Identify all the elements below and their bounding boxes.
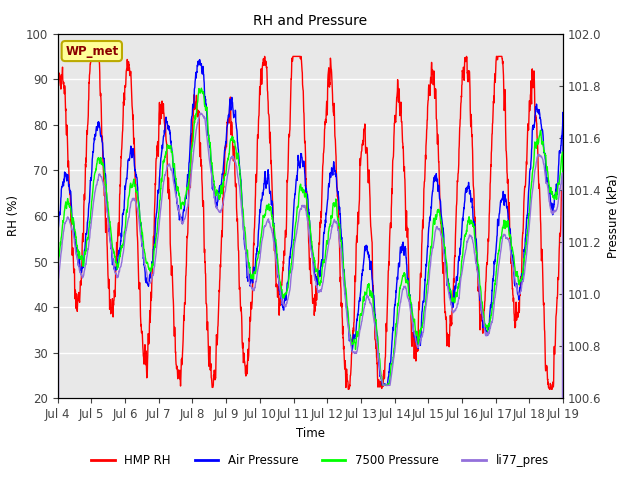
Line: 7500 Pressure: 7500 Pressure xyxy=(58,88,563,480)
Y-axis label: Pressure (kPa): Pressure (kPa) xyxy=(607,174,620,258)
X-axis label: Time: Time xyxy=(296,427,325,440)
HMP RH xyxy=(458,93,465,99)
li77_pres xyxy=(529,186,536,192)
li77_pres xyxy=(515,292,522,298)
li77_pres xyxy=(197,110,205,116)
HMP RH xyxy=(336,256,344,262)
Air Pressure xyxy=(336,206,344,212)
Air Pressure xyxy=(457,236,465,241)
HMP RH xyxy=(88,53,95,59)
7500 Pressure xyxy=(457,267,465,273)
Air Pressure xyxy=(325,180,333,186)
Legend: HMP RH, Air Pressure, 7500 Pressure, li77_pres: HMP RH, Air Pressure, 7500 Pressure, li7… xyxy=(86,449,554,472)
Y-axis label: RH (%): RH (%) xyxy=(7,195,20,237)
7500 Pressure xyxy=(325,228,333,234)
Line: HMP RH: HMP RH xyxy=(58,56,563,389)
li77_pres xyxy=(336,240,344,246)
7500 Pressure xyxy=(198,85,205,91)
7500 Pressure xyxy=(336,224,344,229)
Air Pressure xyxy=(529,122,536,128)
HMP RH xyxy=(344,386,352,392)
7500 Pressure xyxy=(195,90,202,96)
HMP RH xyxy=(325,65,333,71)
7500 Pressure xyxy=(515,278,522,284)
7500 Pressure xyxy=(529,168,536,173)
Line: Air Pressure: Air Pressure xyxy=(58,60,563,480)
Air Pressure xyxy=(515,297,522,303)
HMP RH xyxy=(559,267,567,273)
Title: RH and Pressure: RH and Pressure xyxy=(253,14,367,28)
Line: li77_pres: li77_pres xyxy=(58,113,563,480)
li77_pres xyxy=(195,116,202,121)
li77_pres xyxy=(457,274,465,280)
HMP RH xyxy=(529,85,537,91)
Text: WP_met: WP_met xyxy=(65,45,118,58)
HMP RH xyxy=(515,310,523,315)
HMP RH xyxy=(195,109,203,115)
li77_pres xyxy=(325,240,333,246)
Air Pressure xyxy=(196,57,204,62)
HMP RH xyxy=(54,228,61,233)
Air Pressure xyxy=(195,61,202,67)
